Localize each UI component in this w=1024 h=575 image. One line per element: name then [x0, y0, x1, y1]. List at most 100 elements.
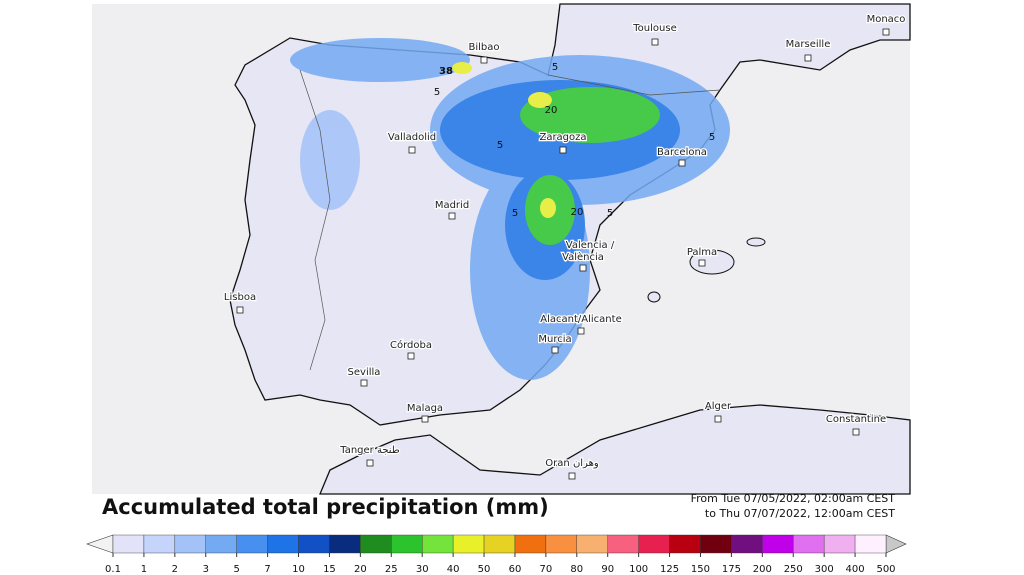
color-bin [298, 534, 330, 554]
city-marker [678, 159, 686, 167]
date-range: From Tue 07/05/2022, 02:00am CEST [691, 492, 896, 505]
city-label: València [562, 251, 604, 263]
city-marker [551, 346, 559, 354]
color-bin [143, 534, 176, 554]
color-bin [700, 534, 732, 554]
tick-label: 500 [876, 564, 895, 575]
city-label: Valencia / [566, 240, 615, 251]
city-marker [577, 327, 585, 335]
tick-label: 70 [540, 564, 553, 575]
color-bin [731, 534, 763, 554]
city-label: Malaga [407, 403, 443, 414]
tick-label: 10 [292, 564, 305, 575]
city-marker [804, 54, 812, 62]
color-bin [854, 534, 887, 554]
tick-label: 125 [660, 564, 679, 575]
tick-label: 60 [509, 564, 522, 575]
color-bin [793, 534, 825, 554]
color-bin [112, 534, 145, 554]
city-marker [651, 38, 659, 46]
city-marker [236, 306, 244, 314]
city-marker [714, 415, 722, 423]
color-bin [267, 534, 299, 554]
city-label: Zaragoza [539, 132, 586, 143]
under-arrow [86, 534, 114, 554]
city-label: Córdoba [390, 339, 432, 351]
island [647, 291, 661, 303]
city-label: Alger [705, 401, 732, 412]
city-marker [360, 379, 368, 387]
tick-label: 100 [629, 564, 648, 575]
tick-label: 175 [722, 564, 741, 575]
color-bin [669, 534, 701, 554]
city-labels: Toulouse Monaco Marseille Bilbao Valladolid Z… [223, 13, 907, 480]
island [689, 249, 735, 275]
island [746, 237, 766, 247]
city-label: Alacant/Alicante [540, 314, 621, 325]
city-label: Tanger طنجة [339, 445, 400, 456]
tick-label: 50 [478, 564, 491, 575]
city-marker [448, 212, 456, 220]
color-bin [514, 534, 547, 554]
contour-label: 5 [512, 208, 518, 219]
city-marker [366, 459, 374, 467]
tick-label: 250 [784, 564, 803, 575]
city-marker [698, 259, 706, 267]
tick-label: 20 [354, 564, 367, 575]
color-bin [360, 534, 392, 554]
tick-label: 40 [447, 564, 460, 575]
tick-label: 400 [846, 564, 865, 575]
tick-label: 0.1 [105, 564, 121, 575]
city-marker [559, 146, 567, 154]
city-marker [480, 56, 488, 64]
date-range: to Thu 07/07/2022, 12:00am CEST [705, 507, 895, 520]
color-bin [236, 534, 268, 554]
city-label: Madrid [435, 200, 469, 211]
borders [299, 69, 721, 371]
tick-label: 150 [691, 564, 710, 575]
color-bin [823, 534, 856, 554]
city-label: Monaco [867, 14, 906, 25]
city-marker [421, 415, 429, 423]
over-arrow [885, 534, 907, 554]
city-label: Valladolid [388, 132, 436, 143]
city-label: Murcia [538, 334, 571, 345]
tick-label: 90 [601, 564, 614, 575]
tick-label: 5 [233, 564, 239, 575]
color-bin [452, 534, 485, 554]
map-area [92, 3, 911, 495]
africa [319, 404, 911, 495]
tick-label: 25 [385, 564, 398, 575]
color-bin [329, 534, 361, 554]
tick-label: 15 [323, 564, 336, 575]
tick-label: 300 [815, 564, 834, 575]
color-bin [638, 534, 670, 554]
map-title: Accumulated total precipitation (mm) [102, 495, 549, 519]
contour-label: 5 [607, 208, 613, 219]
contour-label: 5 [434, 87, 440, 98]
contour-label: 20 [571, 207, 584, 218]
city-label: Marseille [786, 39, 831, 50]
city-marker [579, 264, 587, 272]
color-bin [762, 534, 794, 554]
tick-label: 2 [172, 564, 178, 575]
city-label: Sevilla [348, 367, 381, 378]
color-bin [576, 534, 608, 554]
tick-label: 200 [753, 564, 772, 575]
city-marker [407, 352, 415, 360]
tick-label: 3 [203, 564, 209, 575]
color-bin [205, 534, 237, 554]
color-bin [607, 534, 639, 554]
city-label: Bilbao [468, 42, 499, 53]
color-bin [483, 534, 516, 554]
tick-label: 7 [264, 564, 270, 575]
contour-label: 20 [545, 105, 558, 116]
tick-label: 80 [570, 564, 583, 575]
contour-labels: 38 5 5 20 5 5 5 20 5 [434, 62, 715, 219]
color-bin [174, 534, 206, 554]
precipitation [290, 38, 730, 380]
contour-label: 5 [709, 132, 715, 143]
city-label: Constantine [826, 414, 886, 425]
city-marker [852, 428, 860, 436]
